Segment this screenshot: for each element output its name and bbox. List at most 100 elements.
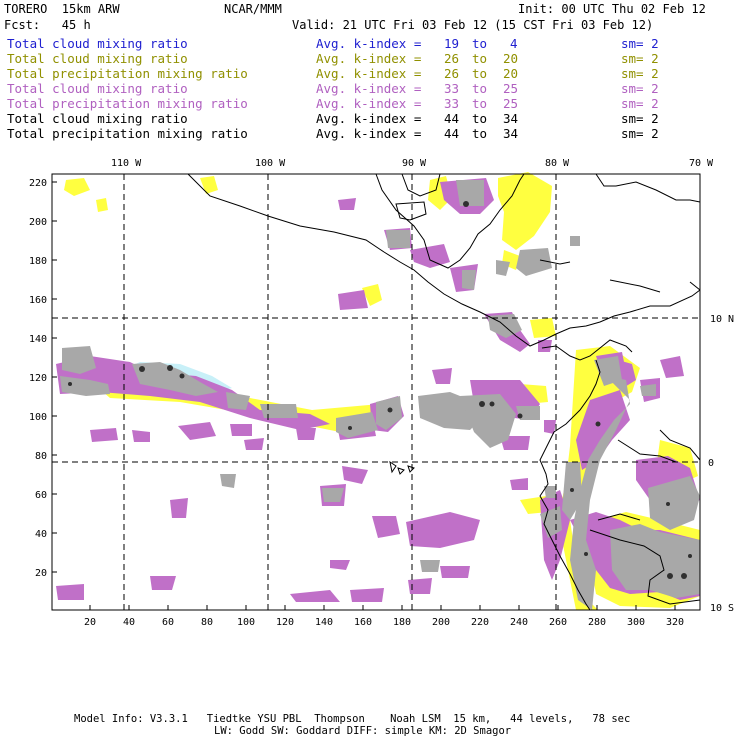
legend-to: 20 xyxy=(503,51,519,66)
legend-sm: sm= 2 xyxy=(621,111,659,126)
legend-row: Total precipitation mixing ratio Avg. k-… xyxy=(0,96,740,111)
x-tick-label: 320 xyxy=(666,617,684,628)
legend-row: Total cloud mixing ratio Avg. k-index = … xyxy=(0,51,740,66)
legend-from: 26 xyxy=(444,66,460,81)
legend-to-word: to xyxy=(472,51,488,66)
y-tick-label: 40 xyxy=(35,529,47,540)
legend-to-word: to xyxy=(472,81,488,96)
legend-to-word: to xyxy=(472,66,488,81)
legend-sm: sm= 2 xyxy=(621,96,659,111)
legend-index: Avg. k-index = xyxy=(316,81,422,96)
legend-row: Total precipitation mixing ratio Avg. k-… xyxy=(0,66,740,81)
legend-field: Total cloud mixing ratio xyxy=(7,51,188,66)
legend-index: Avg. k-index = xyxy=(316,66,422,81)
legend-index: Avg. k-index = xyxy=(316,111,422,126)
y-tick-label: 200 xyxy=(29,217,47,228)
x-tick-label: 140 xyxy=(315,617,333,628)
legend-from: 33 xyxy=(444,81,460,96)
legend-field: Total precipitation mixing ratio xyxy=(7,126,248,141)
legend-sm: sm= 2 xyxy=(621,66,659,81)
legend-from: 44 xyxy=(444,126,460,141)
legend-from: 19 xyxy=(444,36,460,51)
legend-to: 20 xyxy=(503,66,519,81)
legend-field: Total precipitation mixing ratio xyxy=(7,96,248,111)
model-info-line: Model Info: V3.3.1 Tiedtke YSU PBL Thomp… xyxy=(74,713,631,725)
legend-field: Total cloud mixing ratio xyxy=(7,111,188,126)
y-tick-label: 120 xyxy=(29,373,47,384)
legend-sm: sm= 2 xyxy=(621,81,659,96)
legend-to: 34 xyxy=(503,111,519,126)
legend-to-word: to xyxy=(472,126,488,141)
x-tick-label: 160 xyxy=(354,617,372,628)
legend-to-word: to xyxy=(472,96,488,111)
legend-sm: sm= 2 xyxy=(621,51,659,66)
x-tick-label: 180 xyxy=(393,617,411,628)
legend-row: Total precipitation mixing ratio Avg. k-… xyxy=(0,126,740,141)
x-tick-label: 20 xyxy=(84,617,96,628)
y-tick-label: 180 xyxy=(29,256,47,267)
legend-row: Total cloud mixing ratio Avg. k-index = … xyxy=(0,81,740,96)
legend-field: Total precipitation mixing ratio xyxy=(7,66,248,81)
y-tick-label: 220 xyxy=(29,178,47,189)
legend-row: Total cloud mixing ratio Avg. k-index = … xyxy=(0,111,740,126)
x-tick-label: 280 xyxy=(588,617,606,628)
x-tick-label: 40 xyxy=(123,617,135,628)
lat-label: 10 N xyxy=(710,314,734,325)
x-tick-labels: 20 40 60 80 100 120 140 160 180 200 220 … xyxy=(84,617,684,628)
legend-from: 44 xyxy=(444,111,460,126)
x-tick-label: 220 xyxy=(471,617,489,628)
legend-from: 26 xyxy=(444,51,460,66)
legend-sm: sm= 2 xyxy=(621,126,659,141)
y-tick-label: 140 xyxy=(29,334,47,345)
cloud-field-layer xyxy=(56,172,700,610)
legend-to: 34 xyxy=(503,126,519,141)
legend-to-word: to xyxy=(472,111,488,126)
legend-field: Total cloud mixing ratio xyxy=(7,81,188,96)
lat-label: 0 xyxy=(708,458,714,469)
lon-label: 100 W xyxy=(255,158,286,169)
lon-label: 110 W xyxy=(111,158,142,169)
x-tick-label: 300 xyxy=(627,617,645,628)
legend-index: Avg. k-index = xyxy=(316,126,422,141)
y-tick-label: 80 xyxy=(35,451,47,462)
legend-sm: sm= 2 xyxy=(621,36,659,51)
legend-from: 33 xyxy=(444,96,460,111)
longitude-labels: 110 W 100 W 90 W 80 W 70 W xyxy=(111,158,714,169)
legend-row: Total cloud mixing ratio Avg. k-index = … xyxy=(0,36,740,51)
x-tick-label: 260 xyxy=(549,617,567,628)
x-tick-label: 240 xyxy=(510,617,528,628)
latitude-labels: 10 N 0 10 S xyxy=(708,314,734,614)
legend-index: Avg. k-index = xyxy=(316,36,422,51)
y-tick-label: 60 xyxy=(35,490,47,501)
x-tick-label: 80 xyxy=(201,617,213,628)
y-tick-label: 20 xyxy=(35,568,47,579)
map-frame xyxy=(51,173,701,611)
y-tick-labels: 220 200 180 160 140 120 100 80 60 40 20 xyxy=(29,178,47,579)
organization: NCAR/MMM xyxy=(224,2,282,16)
gray-cloud-patches xyxy=(60,180,700,610)
init-time: Init: 00 UTC Thu 02 Feb 12 xyxy=(518,2,706,16)
legend-to: 25 xyxy=(503,81,519,96)
legend-to-word: to xyxy=(472,36,488,51)
coastlines xyxy=(187,173,701,611)
model-title: TORERO 15km ARW xyxy=(4,2,120,16)
lon-label: 70 W xyxy=(689,158,714,169)
valid-time: Valid: 21 UTC Fri 03 Feb 12 (15 CST Fri … xyxy=(292,18,654,32)
legend-to: 25 xyxy=(503,96,519,111)
dark-cloud-cores xyxy=(68,201,692,579)
axis-ticks xyxy=(52,181,676,610)
x-tick-label: 200 xyxy=(432,617,450,628)
lon-label: 80 W xyxy=(545,158,570,169)
lat-lon-grid xyxy=(52,174,700,610)
legend-index: Avg. k-index = xyxy=(316,96,422,111)
x-tick-label: 120 xyxy=(276,617,294,628)
y-tick-label: 100 xyxy=(29,412,47,423)
x-tick-label: 100 xyxy=(237,617,255,628)
legend-index: Avg. k-index = xyxy=(316,51,422,66)
lat-label: 10 S xyxy=(710,603,734,614)
physics-info-line: LW: Godd SW: Goddard DIFF: simple KM: 2D… xyxy=(214,725,512,737)
legend-to: 4 xyxy=(510,36,518,51)
y-tick-label: 160 xyxy=(29,295,47,306)
legend-field: Total cloud mixing ratio xyxy=(7,36,188,51)
